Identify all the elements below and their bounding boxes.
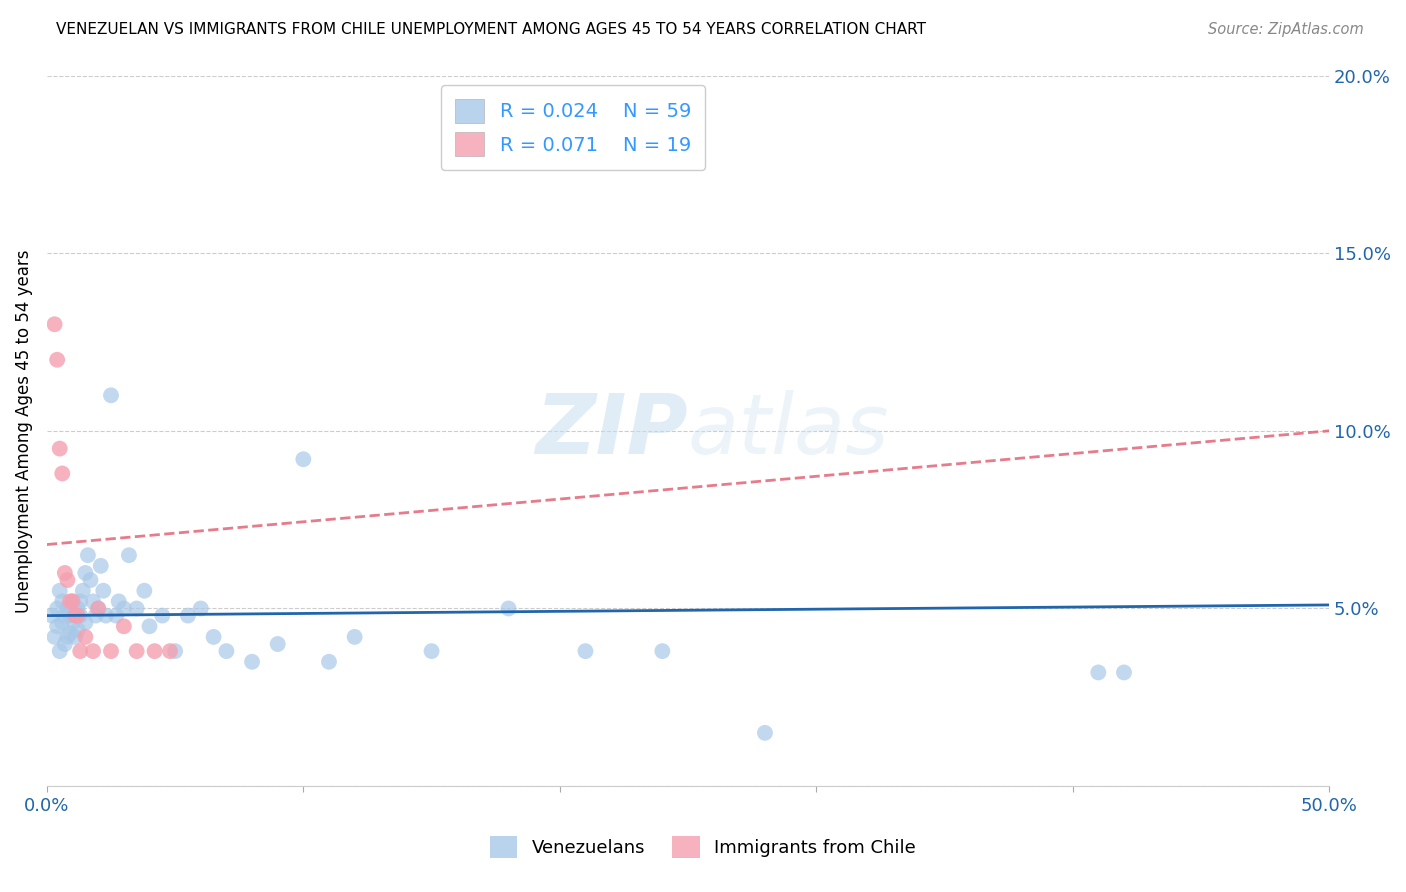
Point bbox=[53, 608, 76, 623]
Point bbox=[87, 601, 110, 615]
Point bbox=[56, 630, 79, 644]
Point bbox=[44, 630, 66, 644]
Point bbox=[48, 442, 70, 456]
Text: atlas: atlas bbox=[688, 391, 890, 471]
Point bbox=[82, 594, 104, 608]
Point bbox=[343, 630, 366, 644]
Y-axis label: Unemployment Among Ages 45 to 54 years: Unemployment Among Ages 45 to 54 years bbox=[15, 249, 32, 613]
Point bbox=[75, 615, 97, 630]
Point bbox=[165, 644, 187, 658]
Point bbox=[59, 594, 82, 608]
Point bbox=[51, 467, 73, 481]
Text: Source: ZipAtlas.com: Source: ZipAtlas.com bbox=[1208, 22, 1364, 37]
Point bbox=[651, 644, 673, 658]
Point bbox=[574, 644, 596, 658]
Point bbox=[48, 583, 70, 598]
Point bbox=[138, 619, 160, 633]
Point bbox=[44, 317, 66, 331]
Point bbox=[318, 655, 340, 669]
Point bbox=[48, 644, 70, 658]
Point bbox=[190, 601, 212, 615]
Point bbox=[134, 583, 156, 598]
Point bbox=[46, 601, 69, 615]
Point bbox=[112, 619, 135, 633]
Point bbox=[94, 608, 117, 623]
Point bbox=[66, 623, 89, 637]
Point bbox=[63, 608, 86, 623]
Point bbox=[79, 573, 101, 587]
Point bbox=[75, 566, 97, 580]
Point bbox=[59, 626, 82, 640]
Point bbox=[59, 608, 82, 623]
Point bbox=[159, 644, 181, 658]
Point bbox=[100, 388, 122, 402]
Point bbox=[63, 630, 86, 644]
Point bbox=[292, 452, 315, 467]
Text: VENEZUELAN VS IMMIGRANTS FROM CHILE UNEMPLOYMENT AMONG AGES 45 TO 54 YEARS CORRE: VENEZUELAN VS IMMIGRANTS FROM CHILE UNEM… bbox=[56, 22, 927, 37]
Point bbox=[69, 594, 91, 608]
Point bbox=[69, 644, 91, 658]
Point bbox=[53, 637, 76, 651]
Point bbox=[41, 608, 63, 623]
Point bbox=[75, 630, 97, 644]
Point bbox=[112, 601, 135, 615]
Point bbox=[1112, 665, 1135, 680]
Point bbox=[177, 608, 200, 623]
Point bbox=[143, 644, 166, 658]
Point bbox=[498, 601, 520, 615]
Point bbox=[62, 615, 84, 630]
Point bbox=[51, 615, 73, 630]
Point bbox=[56, 573, 79, 587]
Point bbox=[63, 608, 86, 623]
Point bbox=[90, 558, 112, 573]
Point bbox=[77, 548, 100, 562]
Point bbox=[202, 630, 225, 644]
Point bbox=[56, 601, 79, 615]
Point bbox=[91, 583, 114, 598]
Point bbox=[240, 655, 263, 669]
Point bbox=[62, 594, 84, 608]
Point bbox=[125, 601, 148, 615]
Point bbox=[754, 726, 776, 740]
Point bbox=[66, 601, 89, 615]
Point bbox=[53, 566, 76, 580]
Point bbox=[72, 583, 94, 598]
Point bbox=[51, 594, 73, 608]
Legend: Venezuelans, Immigrants from Chile: Venezuelans, Immigrants from Chile bbox=[484, 829, 922, 865]
Point bbox=[125, 644, 148, 658]
Point bbox=[215, 644, 238, 658]
Legend: R = 0.024    N = 59, R = 0.071    N = 19: R = 0.024 N = 59, R = 0.071 N = 19 bbox=[441, 86, 704, 169]
Point bbox=[150, 608, 173, 623]
Text: ZIP: ZIP bbox=[536, 391, 688, 471]
Point bbox=[46, 352, 69, 367]
Point bbox=[1087, 665, 1109, 680]
Point bbox=[84, 608, 107, 623]
Point bbox=[105, 608, 128, 623]
Point bbox=[82, 644, 104, 658]
Point bbox=[118, 548, 141, 562]
Point bbox=[267, 637, 290, 651]
Point bbox=[66, 608, 89, 623]
Point bbox=[46, 619, 69, 633]
Point bbox=[62, 594, 84, 608]
Point bbox=[69, 608, 91, 623]
Point bbox=[87, 601, 110, 615]
Point bbox=[100, 644, 122, 658]
Point bbox=[107, 594, 129, 608]
Point bbox=[420, 644, 443, 658]
